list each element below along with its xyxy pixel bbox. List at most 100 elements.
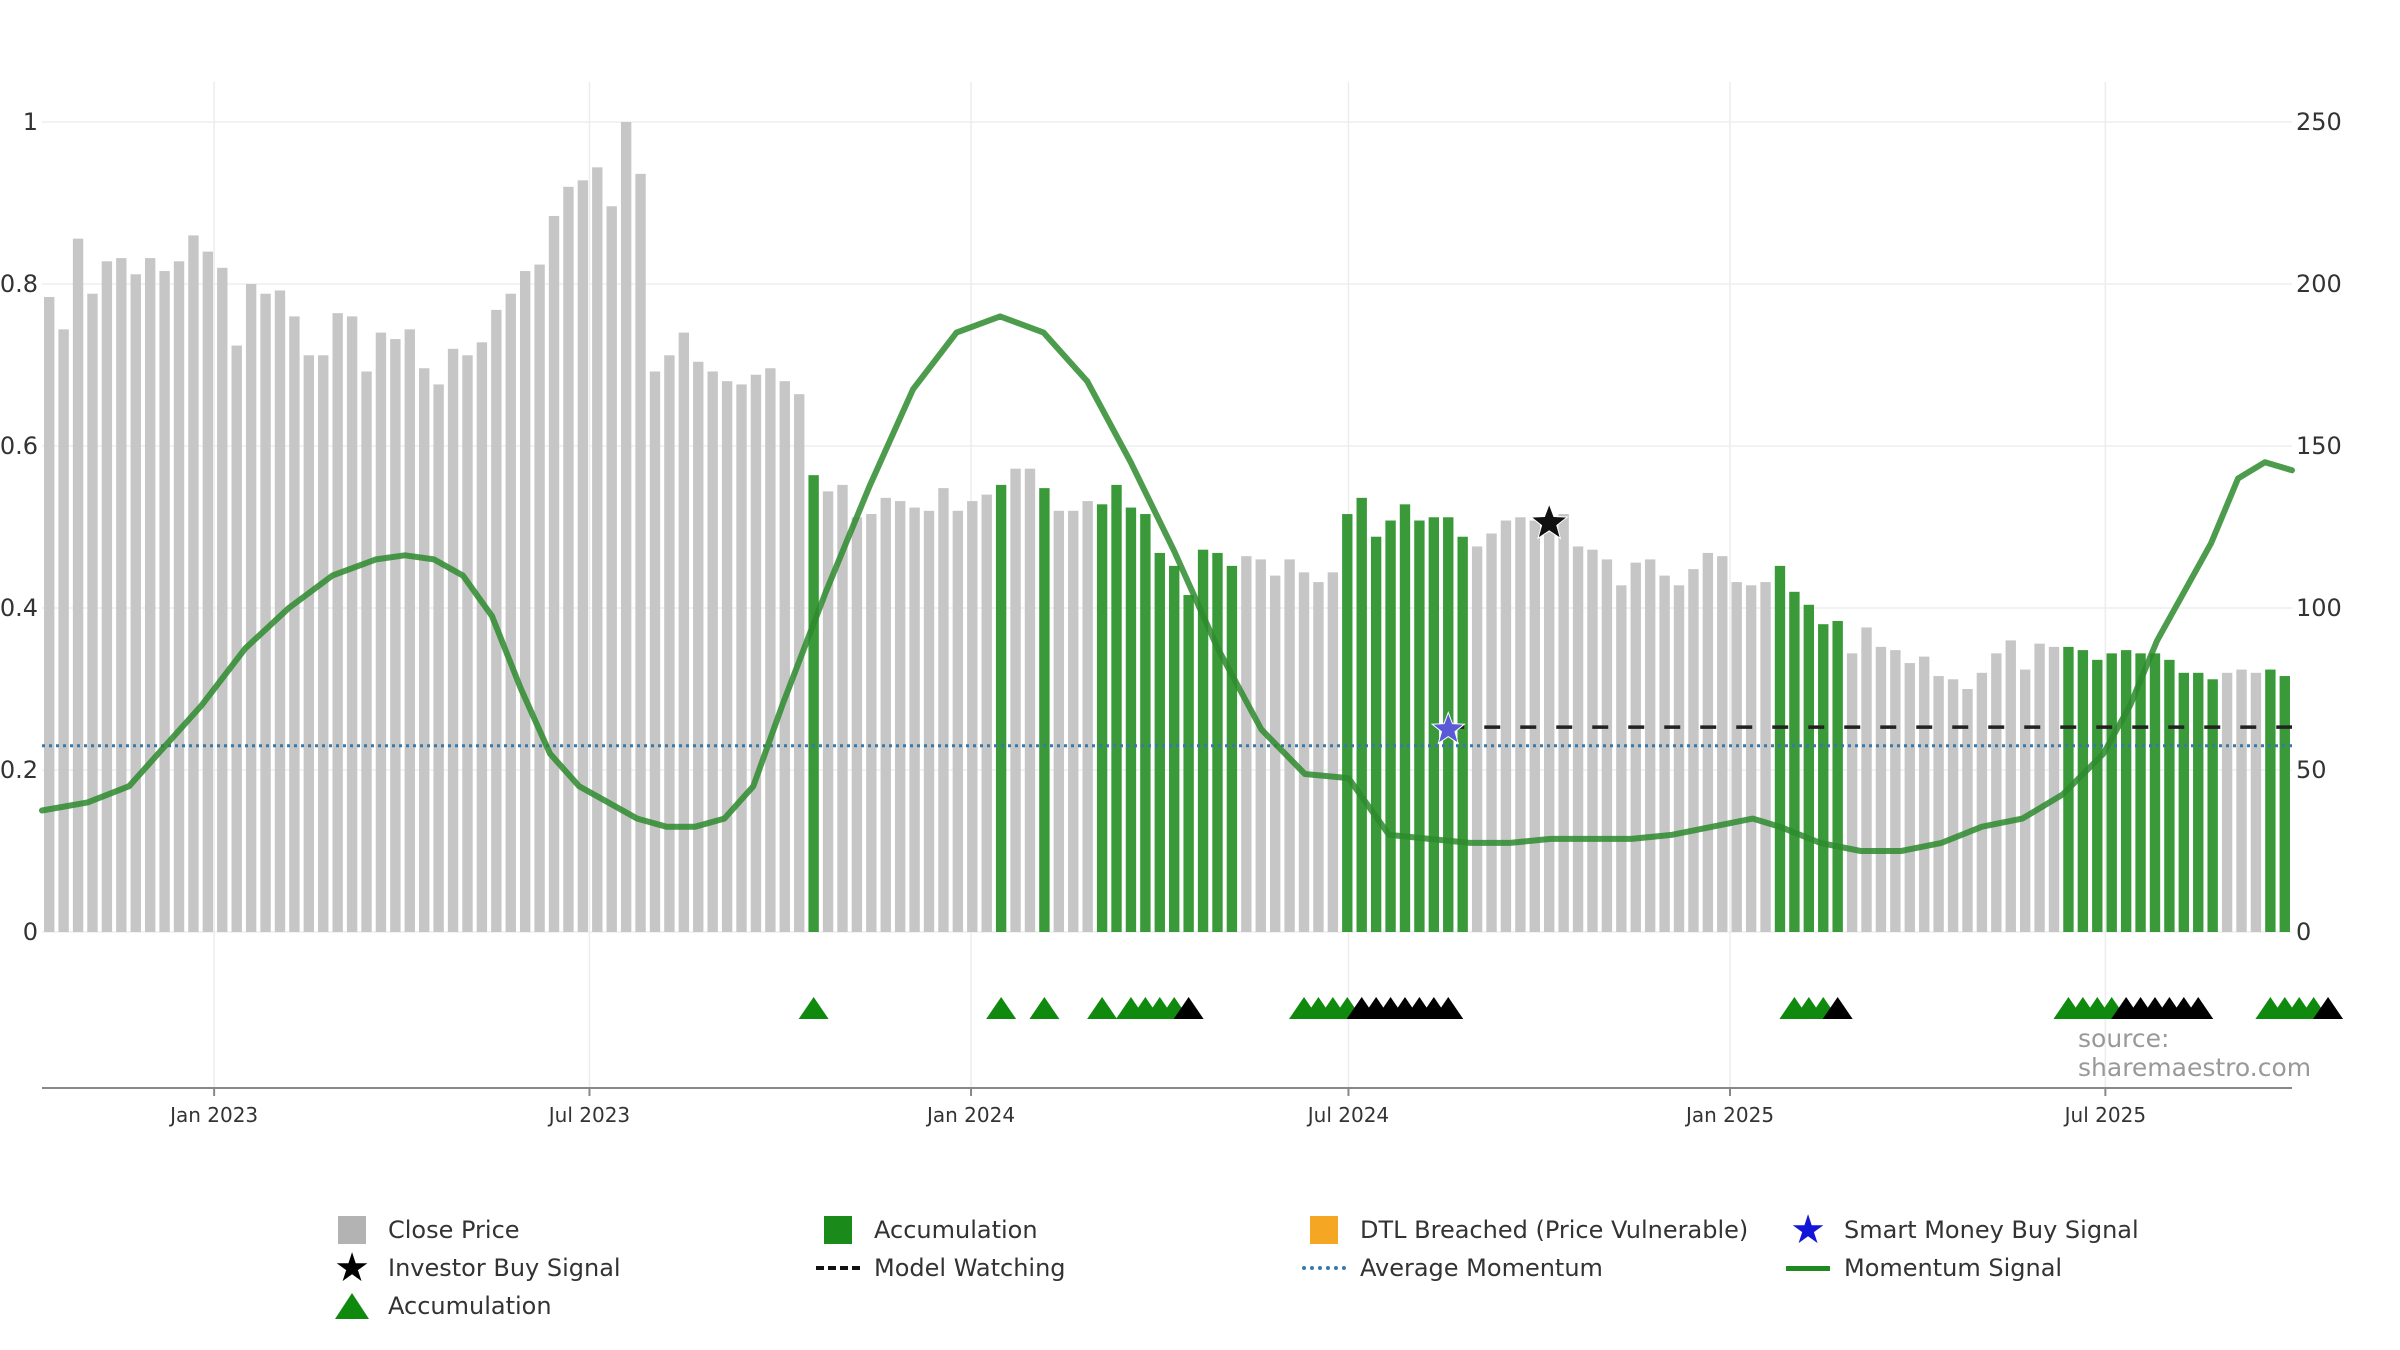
- close-price-bar: [909, 507, 920, 932]
- axes: Jan 2023 Jul 2023 Jan 2024 Jul 2024 Jan 2025…: [0, 108, 2342, 1127]
- accumulation-bar: [1212, 552, 1223, 932]
- legend-label: Investor Buy Signal: [388, 1254, 621, 1282]
- close-price-bar: [2048, 646, 2060, 932]
- close-price-bar: [1313, 582, 1324, 932]
- legend-label: Model Watching: [874, 1254, 1066, 1282]
- x-tick-label: Jan 2025: [1684, 1103, 1774, 1127]
- right-tick-label: 100: [2296, 594, 2342, 622]
- green-triangle-icon: [335, 1293, 369, 1319]
- close-price-bar: [967, 501, 978, 932]
- accumulation-bar: [1803, 604, 1815, 932]
- investor-marker: [2183, 997, 2214, 1019]
- close-price-bar: [2019, 669, 2031, 932]
- close-price-bar: [721, 381, 733, 932]
- close-price-bar: [1241, 556, 1252, 932]
- close-price-bar: [837, 484, 848, 932]
- close-price-bar: [289, 316, 300, 932]
- close-price-bar: [866, 514, 877, 932]
- accumulation-bar: [1356, 497, 1367, 932]
- legend-model-watching: Model Watching: [816, 1250, 1066, 1286]
- accumulation-bar: [2164, 659, 2175, 932]
- momentum-signal-line: [39, 313, 2295, 854]
- legend-label: Average Momentum: [1360, 1254, 1603, 1282]
- accumulation-bar: [2207, 679, 2218, 932]
- close-price-bar: [707, 371, 718, 933]
- close-price-bar: [592, 167, 603, 933]
- source-credit: source: sharemaestro.com: [2078, 1024, 2312, 1082]
- close-price-bar: [952, 510, 964, 932]
- accumulation-bar: [2092, 659, 2103, 932]
- close-price-bar: [1688, 569, 1699, 932]
- close-price-bar: [245, 284, 257, 932]
- close-price-bar: [1919, 656, 1930, 932]
- close-price-bar: [1976, 672, 1988, 932]
- left-tick-label: 1: [23, 108, 38, 136]
- legend-label: Momentum Signal: [1844, 1254, 2063, 1282]
- black-star-icon: ★: [334, 1245, 370, 1291]
- legend-label: Accumulation: [874, 1216, 1038, 1244]
- close-price-bar: [1933, 676, 1944, 932]
- momentum-line: [39, 313, 2295, 854]
- accumulation-bar: [1226, 565, 1238, 932]
- accumulation-bar: [2120, 650, 2132, 932]
- close-price-bar: [2250, 672, 2262, 932]
- accumulation-bar: [1197, 549, 1209, 932]
- close-price-bar: [1572, 546, 1584, 932]
- legend-label: Accumulation: [388, 1292, 552, 1320]
- x-tick-label: Jul 2024: [1306, 1103, 1389, 1127]
- close-price-bar: [476, 342, 488, 932]
- close-price-bar: [880, 497, 891, 932]
- close-price-bar: [851, 517, 863, 932]
- close-price-bar: [620, 122, 632, 932]
- close-price-bar: [2236, 669, 2247, 932]
- green-square-icon: [824, 1216, 852, 1244]
- green-line-icon: [1786, 1265, 1830, 1271]
- close-price-bar: [1890, 650, 1901, 932]
- close-price-bar: [1327, 572, 1339, 932]
- close-price-bar: [390, 339, 401, 933]
- close-price-bar: [779, 381, 790, 932]
- close-price-bar: [2005, 640, 2016, 932]
- close-price-bar: [635, 173, 646, 933]
- accumulation-bar: [1832, 620, 1843, 932]
- close-price-bar: [159, 271, 170, 932]
- orange-square-icon: [1310, 1216, 1338, 1244]
- accumulation-bar: [2279, 676, 2290, 932]
- close-price-bar: [822, 491, 834, 932]
- accumulation-marker: [986, 997, 1017, 1019]
- close-price-bar: [1947, 679, 1959, 932]
- close-price-bar: [1053, 510, 1065, 932]
- close-price-bar: [548, 215, 560, 932]
- close-price-bar: [361, 371, 372, 933]
- smart-money-buy-star: [1430, 711, 1466, 745]
- accumulation-bar: [1385, 520, 1396, 932]
- close-price-bar: [1024, 468, 1036, 932]
- legend-label: DTL Breached (Price Vulnerable): [1360, 1216, 1749, 1244]
- close-price-bar: [1904, 663, 1915, 932]
- signal-markers: [798, 997, 2344, 1019]
- close-price-bar: [303, 355, 315, 932]
- accumulation-bar: [2106, 653, 2117, 932]
- left-tick-label: 0.6: [0, 432, 38, 460]
- close-price-bar: [1269, 575, 1281, 932]
- accumulation-marker: [798, 997, 829, 1019]
- gridlines: [42, 82, 2292, 1088]
- close-price-bar: [87, 293, 98, 933]
- x-tick-label: Jul 2025: [2063, 1103, 2146, 1127]
- investor-marker: [1822, 997, 1853, 1019]
- close-price-bar: [2034, 643, 2045, 932]
- close-price-bar: [923, 510, 935, 932]
- close-price-bar: [188, 235, 199, 932]
- accumulation-bar: [1125, 507, 1137, 932]
- close-price-bar: [1760, 582, 1771, 932]
- close-price-bar: [346, 316, 358, 932]
- legend-average-momentum: Average Momentum: [1302, 1250, 1603, 1286]
- grey-square-icon: [338, 1216, 366, 1244]
- close-price-bar: [419, 368, 430, 932]
- chart: Jan 2023 Jul 2023 Jan 2024 Jul 2024 Jan 2025…: [0, 82, 2344, 1127]
- legend-smart-money: ★ Smart Money Buy Signal: [1786, 1210, 2139, 1250]
- close-price-bar: [130, 274, 141, 932]
- close-price-bar: [1082, 501, 1093, 932]
- close-price-bar: [664, 355, 675, 932]
- legend-accumulation-marker: Accumulation: [330, 1288, 552, 1324]
